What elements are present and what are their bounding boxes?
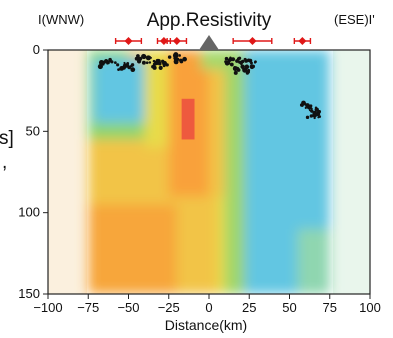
station-marker — [232, 37, 273, 45]
heat-zone-6 — [88, 204, 177, 294]
heat-zone-10 — [209, 50, 226, 197]
x-tick-label: 100 — [359, 300, 381, 315]
x-tick-label: −100 — [33, 300, 62, 315]
seismicity-cluster-6 — [232, 64, 251, 75]
edge-fragment-comma: , — [2, 152, 7, 173]
x-tick-label: −75 — [77, 300, 99, 315]
station-marker — [114, 37, 143, 45]
heatmap-layer — [88, 50, 330, 294]
x-tick-label: 50 — [282, 300, 296, 315]
seismicity-layer — [97, 52, 322, 120]
x-axis-label: Distance(km) — [165, 317, 247, 333]
heat-zone-16 — [181, 98, 195, 140]
station-marker — [293, 37, 312, 45]
margin-right — [333, 50, 370, 294]
y-tick-label: 50 — [26, 123, 40, 138]
heat-zone-15 — [200, 50, 226, 70]
right-profile-label: (ESE)I' — [334, 12, 375, 27]
heat-zone-9 — [176, 196, 218, 294]
stations-layer — [114, 37, 312, 45]
heat-zone-5 — [88, 139, 145, 205]
x-tick-label: −25 — [158, 300, 180, 315]
volcano-marker — [199, 35, 219, 50]
margin-left — [48, 50, 87, 294]
seismicity-cluster-7 — [239, 57, 257, 70]
station-marker — [166, 37, 188, 45]
axis-ticks: −100 −75 −50 −25 0 25 50 75 100 0 50 100 150 — [18, 42, 381, 315]
seismicity-cluster-5 — [224, 56, 242, 67]
heat-zone-14 — [297, 228, 330, 294]
left-profile-label: I(WNW) — [38, 12, 84, 27]
seismicity-cluster-3 — [151, 58, 169, 70]
x-tick-label: 0 — [205, 300, 212, 315]
seismicity-cluster-1 — [116, 61, 136, 73]
seismicity-cluster-2 — [134, 53, 152, 65]
chart-title: App.Resistivity — [147, 10, 272, 31]
x-tick-label: −50 — [117, 300, 139, 315]
y-tick-label: 150 — [18, 286, 40, 301]
seismicity-cluster-0 — [97, 57, 117, 70]
seismicity-cluster-4 — [167, 52, 187, 65]
x-tick-label: 75 — [323, 300, 337, 315]
x-tick-label: 25 — [242, 300, 256, 315]
y-tick-label: 100 — [18, 205, 40, 220]
edge-fragment-bracket: s] — [0, 128, 14, 149]
seismicity-cluster-9 — [305, 109, 322, 120]
heat-zone-12 — [225, 50, 245, 294]
y-tick-label: 0 — [33, 42, 40, 57]
heat-zone-8 — [144, 147, 169, 205]
